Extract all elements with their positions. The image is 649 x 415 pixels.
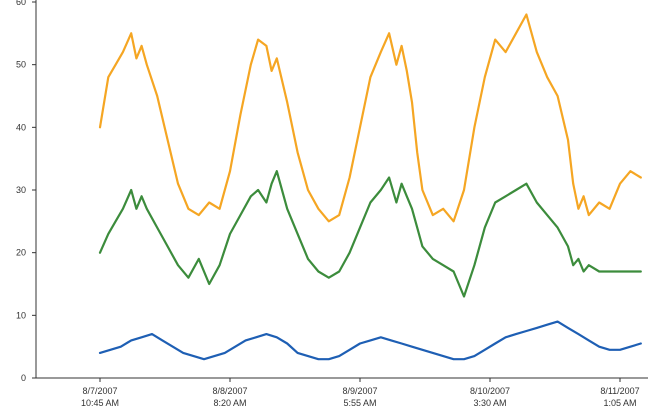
y-tick-label: 60 — [16, 0, 26, 7]
x-tick-label-date: 8/7/2007 — [82, 386, 117, 396]
y-tick-label: 40 — [16, 122, 26, 132]
x-tick-label-date: 8/8/2007 — [212, 386, 247, 396]
x-tick-label-date: 8/11/2007 — [600, 386, 639, 396]
y-tick-label: 0 — [21, 373, 26, 383]
series-group — [98, 13, 642, 361]
x-tick-label-time: 1:05 AM — [603, 398, 636, 408]
green-series-line — [98, 170, 642, 298]
orange-series-line — [98, 13, 642, 223]
y-ticks: 0 10 20 30 40 50 60 — [16, 0, 36, 383]
blue-series-line — [98, 320, 642, 361]
y-tick-label: 50 — [16, 60, 26, 70]
x-tick-label-time: 10:45 AM — [81, 398, 119, 408]
y-tick-label: 10 — [16, 310, 26, 320]
x-tick-label-time: 5:55 AM — [343, 398, 376, 408]
x-tick-label-date: 8/9/2007 — [342, 386, 377, 396]
y-tick-label: 30 — [16, 185, 26, 195]
x-tick-label-time: 8:20 AM — [213, 398, 246, 408]
y-tick-label: 20 — [16, 248, 26, 258]
x-tick-label-date: 8/10/2007 — [470, 386, 510, 396]
x-ticks: 8/7/2007 10:45 AM 8/8/2007 8:20 AM 8/9/2007 5… — [81, 378, 640, 408]
x-tick-label-time: 3:30 AM — [473, 398, 506, 408]
